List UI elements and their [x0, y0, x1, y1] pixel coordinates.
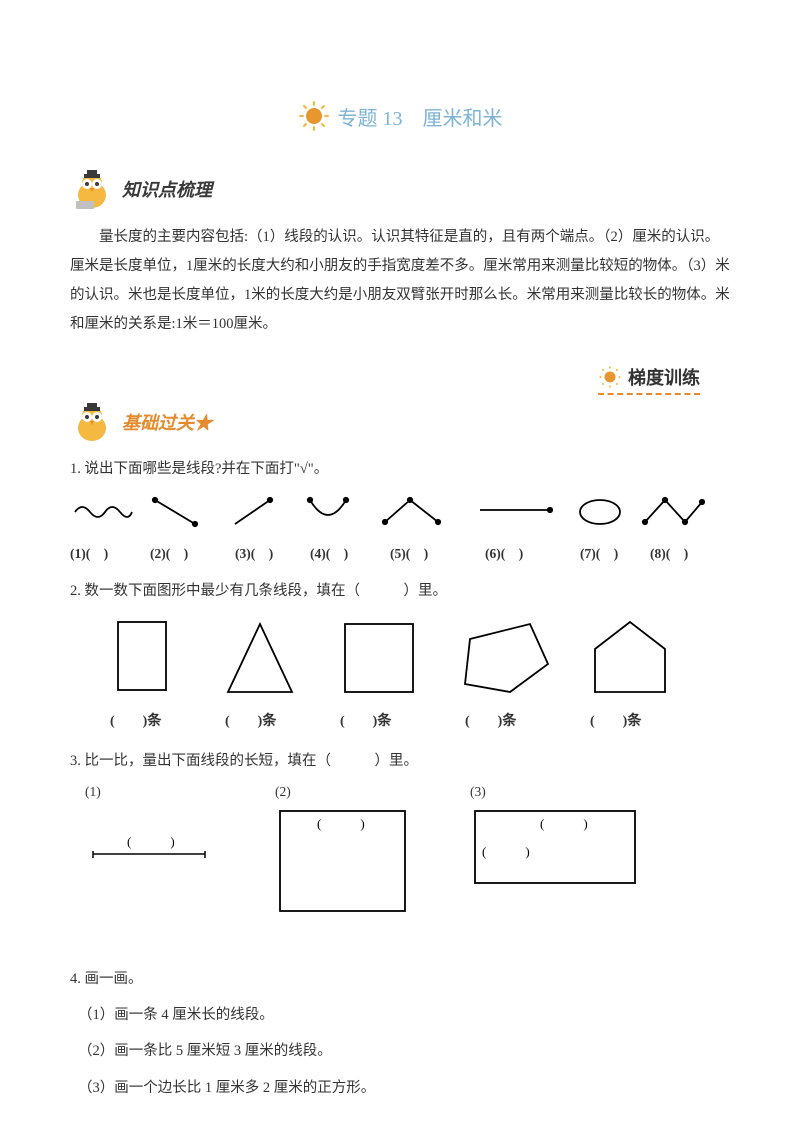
- q2-shapes: [110, 614, 730, 704]
- knowledge-paragraph: 量长度的主要内容包括:（1）线段的认识。认识其特征是直的，且有两个端点。（2）厘…: [70, 223, 730, 339]
- q1-label-5: (5)( ): [390, 542, 485, 562]
- q4-sub-1: （1）画一条 4 厘米长的线段。: [78, 1002, 730, 1028]
- q4-sub-3: （3）画一个边长比 1 厘米多 2 厘米的正方形。: [78, 1075, 730, 1101]
- training-label: 梯度训练: [628, 364, 700, 390]
- q1-label-3: (3)( ): [235, 542, 310, 562]
- question-2: 2. 数一数下面图形中最少有几条线段，填在（ ）里。: [70, 578, 730, 604]
- page-title: 专题 13 厘米和米: [338, 102, 503, 131]
- q3-row: (1) ( ) (2) ( ) (3) ( ) ( ): [85, 784, 730, 916]
- q1-labels: (1)( ) (2)( ) (3)( ) (4)( ) (5)( ) (6)( …: [70, 542, 730, 562]
- sun-small-icon: [598, 365, 622, 389]
- svg-text:( ): ( ): [540, 816, 588, 831]
- question-4: 4. 画一画。: [70, 966, 730, 992]
- q4-sub-2: （2）画一条比 5 厘米短 3 厘米的线段。: [78, 1038, 730, 1064]
- section-basic-label: 基础过关★: [122, 409, 212, 435]
- q2-label-2: ( )条: [225, 710, 340, 730]
- q3-item-1: (1) ( ): [85, 784, 215, 916]
- q1-label-7: (7)( ): [580, 542, 650, 562]
- q3-item-3: (3) ( ) ( ): [470, 784, 640, 916]
- q2-label-1: ( )条: [110, 710, 225, 730]
- training-badge: 梯度训练: [70, 364, 730, 395]
- section-knowledge-label: 知识点梳理: [122, 176, 212, 202]
- q2-label-5: ( )条: [590, 710, 641, 730]
- q2-label-3: ( )条: [340, 710, 465, 730]
- sun-icon: [298, 100, 330, 132]
- q1-label-1: (1)( ): [70, 542, 150, 562]
- svg-text:( ): ( ): [317, 816, 365, 831]
- q3-num-1: (1): [85, 784, 101, 799]
- q1-label-4: (4)( ): [310, 542, 390, 562]
- q3-item-2: (2) ( ): [275, 784, 410, 916]
- q2-label-4: ( )条: [465, 710, 590, 730]
- q1-label-2: (2)( ): [150, 542, 235, 562]
- svg-text:( ): ( ): [127, 834, 175, 849]
- q1-label-6: (6)( ): [485, 542, 580, 562]
- page-title-row: 专题 13 厘米和米: [70, 100, 730, 132]
- owl-icon: [70, 167, 114, 211]
- section-knowledge-header: 知识点梳理: [70, 167, 730, 211]
- section-basic-header: 基础过关★: [70, 400, 730, 444]
- svg-text:( ): ( ): [482, 844, 530, 859]
- q2-labels: ( )条 ( )条 ( )条 ( )条 ( )条: [110, 710, 730, 730]
- owl-icon-2: [70, 400, 114, 444]
- q1-shapes: [70, 492, 730, 537]
- q3-num-2: (2): [275, 784, 291, 799]
- q3-num-3: (3): [470, 784, 486, 799]
- question-3: 3. 比一比，量出下面线段的长短，填在（ ）里。: [70, 748, 730, 774]
- question-1: 1. 说出下面哪些是线段?并在下面打"√"。: [70, 456, 730, 482]
- q1-label-8: (8)( ): [650, 542, 688, 562]
